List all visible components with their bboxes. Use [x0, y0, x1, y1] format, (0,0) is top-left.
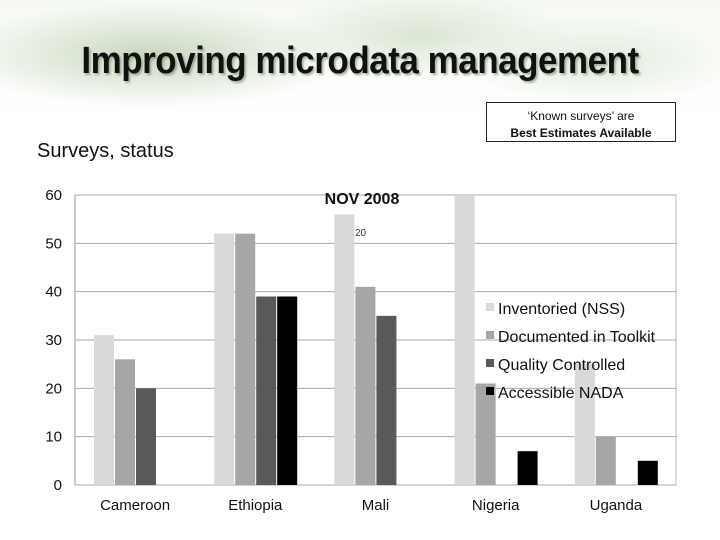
- title-banner: [0, 0, 720, 118]
- bar: [376, 315, 397, 485]
- y-tick-label: 50: [45, 235, 62, 252]
- x-category-label: Mali: [362, 497, 390, 514]
- legend-swatch: [486, 331, 494, 339]
- bar: [475, 383, 496, 485]
- x-category-label: Nigeria: [472, 497, 520, 514]
- bar: [214, 233, 235, 485]
- bar: [256, 296, 277, 485]
- bar: [94, 335, 114, 485]
- note-line-2: Best Estimates Available: [510, 126, 652, 140]
- annotation-label: 20: [355, 228, 367, 239]
- slide-title: Improving microdata management: [81, 40, 639, 82]
- legend-swatch: [486, 387, 494, 395]
- bar: [574, 364, 595, 485]
- bar: [235, 233, 256, 485]
- x-category-label: Cameroon: [100, 497, 170, 514]
- x-category-label: Uganda: [590, 497, 643, 514]
- note-line-1: ‘Known surveys’ are: [527, 109, 635, 123]
- bar: [136, 388, 156, 485]
- legend-label: Accessible NADA: [498, 385, 624, 402]
- bar: [595, 436, 616, 485]
- chart-subtitle: Surveys, status: [37, 140, 174, 162]
- legend-swatch: [486, 359, 494, 367]
- bar: [637, 460, 658, 485]
- note-box: ‘Known surveys’ are Best Estimates Avail…: [486, 102, 676, 142]
- legend-label: Documented in Toolkit: [498, 329, 656, 346]
- annotation-label: NOV 2008: [325, 191, 400, 208]
- x-category-label: Ethiopia: [228, 497, 283, 514]
- y-tick-label: 0: [54, 477, 62, 494]
- y-tick-label: 40: [45, 284, 62, 301]
- bar: [454, 195, 475, 485]
- bar: [115, 359, 135, 485]
- y-tick-label: 30: [45, 332, 62, 349]
- bar: [517, 451, 538, 485]
- y-tick-label: 20: [45, 380, 62, 397]
- bar: [334, 214, 355, 486]
- y-tick-label: 10: [45, 429, 62, 446]
- bar: [355, 286, 376, 485]
- y-tick-label: 60: [45, 187, 62, 204]
- bar: [277, 296, 298, 485]
- legend-swatch: [486, 303, 494, 311]
- legend-label: Quality Controlled: [498, 357, 625, 374]
- legend-label: Inventoried (NSS): [498, 301, 625, 318]
